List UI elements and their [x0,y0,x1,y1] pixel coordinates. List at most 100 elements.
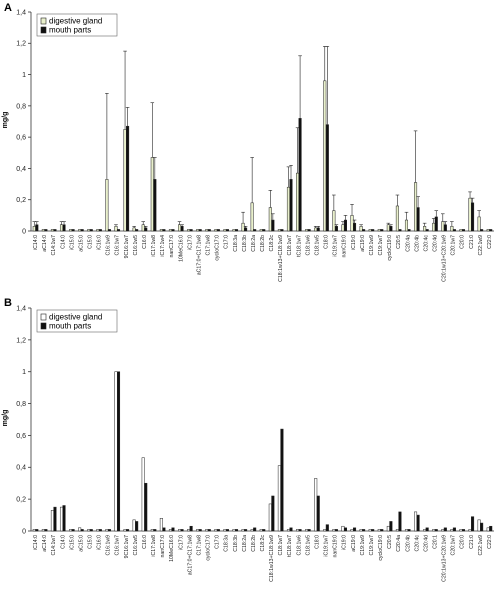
bar-digestive-gland [459,529,463,532]
bar-mouth-parts [198,229,202,232]
bar-mouth-parts [162,229,166,232]
bar-digestive-gland [377,529,381,532]
bar-digestive-gland [241,222,245,232]
bar-mouth-parts [225,529,229,532]
x-tick-label: C18:3b [242,235,248,252]
bar-digestive-gland [450,529,454,532]
y-axis-label: mg/g [2,410,9,427]
x-tick-label: C20:5 [387,535,393,549]
bar-mouth-parts [262,529,266,532]
x-tick-label: C19:1w9 [360,535,366,556]
bar-mouth-parts [425,527,429,532]
x-tick-label: iC19:0 [342,535,348,550]
x-tick-label: C18:1w6 [296,535,302,556]
bar-digestive-gland [96,229,100,232]
bar-mouth-parts [207,529,211,532]
bar-mouth-parts [235,229,239,232]
x-tick-label: iC17:0 [187,235,193,250]
bar-mouth-parts [225,229,229,232]
y-tick-label: 1,2 [16,337,26,344]
x-tick-label: iC19:1w7 [324,535,330,557]
y-tick-label: 0,6 [16,135,26,142]
x-tick-label: C18:2a [251,235,257,252]
y-axis-label: mg/g [2,112,9,129]
bar-digestive-gland [323,529,327,532]
bar-digestive-gland [123,129,127,232]
bar-digestive-gland [114,371,118,532]
bar-mouth-parts [489,525,493,532]
x-tick-label: C16:1w9 [106,235,112,256]
bar-mouth-parts [371,529,375,532]
bar-digestive-gland [178,529,182,532]
bar-mouth-parts [198,529,202,532]
bar-mouth-parts [44,229,48,232]
bar-digestive-gland [277,229,281,232]
bar-mouth-parts [489,229,493,232]
bar-digestive-gland [241,529,245,532]
bar-digestive-gland [150,529,154,532]
bar-mouth-parts [244,227,248,232]
bar-digestive-gland [486,527,490,532]
bar-mouth-parts [298,529,302,532]
bar-digestive-gland [477,519,481,532]
y-tick-label: 0,8 [16,401,26,408]
legend-swatch [40,322,47,330]
bar-digestive-gland [296,529,300,532]
x-tick-label: C14:0 [60,235,66,249]
x-tick-label: aC15:0 [78,235,84,252]
bar-digestive-gland [96,529,100,532]
bar-digestive-gland [450,226,454,232]
x-tick-label: C17:0 [224,235,230,249]
bar-mouth-parts [62,505,66,532]
y-tick-label: 0,8 [16,103,26,110]
bar-mouth-parts [235,529,239,532]
x-tick-label: C22:1w9 [478,535,484,556]
bar-digestive-gland [223,229,227,232]
bar-digestive-gland [168,529,172,532]
x-tick-label: C19:1w7 [369,535,375,556]
bar-mouth-parts [443,527,447,532]
bar-mouth-parts [117,371,121,532]
bar-digestive-gland [141,457,145,532]
x-tick-label: C18:3a [224,535,230,552]
bar-mouth-parts [343,527,347,532]
legend-swatch [40,17,47,25]
x-tick-label: C18:2b [260,235,266,252]
bar-mouth-parts [480,522,484,532]
bar-digestive-gland [50,229,54,232]
bar-mouth-parts [353,222,357,232]
x-tick-label: nanC17:0 [169,235,175,258]
x-tick-label: C16:1w7 [115,535,121,556]
bar-digestive-gland [41,529,45,532]
bar-mouth-parts [480,229,484,232]
x-tick-label: cycloC19:0 [378,535,384,561]
bar-mouth-parts [407,229,411,232]
bar-mouth-parts [35,529,39,532]
bar-digestive-gland [441,529,445,532]
bar-digestive-gland [159,229,163,232]
bar-mouth-parts [262,229,266,232]
x-tick-label: iC15:0 [69,535,75,550]
x-tick-label: C20:0 [460,235,466,249]
x-tick-label: C18:1w5 [314,235,320,256]
x-tick-label: iC14:0 [33,535,39,550]
bar-digestive-gland [268,207,272,232]
bar-mouth-parts [452,229,456,232]
bar-mouth-parts [126,529,130,532]
bar-digestive-gland [286,186,290,232]
x-tick-label: C14:1w7 [51,235,57,256]
bar-digestive-gland [359,529,363,532]
y-tick-label: 0 [22,228,26,235]
bar-mouth-parts [180,226,184,232]
bar-digestive-gland [350,529,354,532]
bar-mouth-parts [107,529,111,532]
y-tick-label: 0,4 [16,166,26,173]
legend-entry: mouth parts [49,322,91,331]
x-tick-label: C22:0 [487,535,493,549]
y-tick-label: 1,4 [16,9,26,16]
x-tick-label: C20:4c [414,535,420,552]
bar-mouth-parts [425,229,429,232]
x-tick-label: C18:3b [233,535,239,552]
bar-mouth-parts [89,229,93,232]
